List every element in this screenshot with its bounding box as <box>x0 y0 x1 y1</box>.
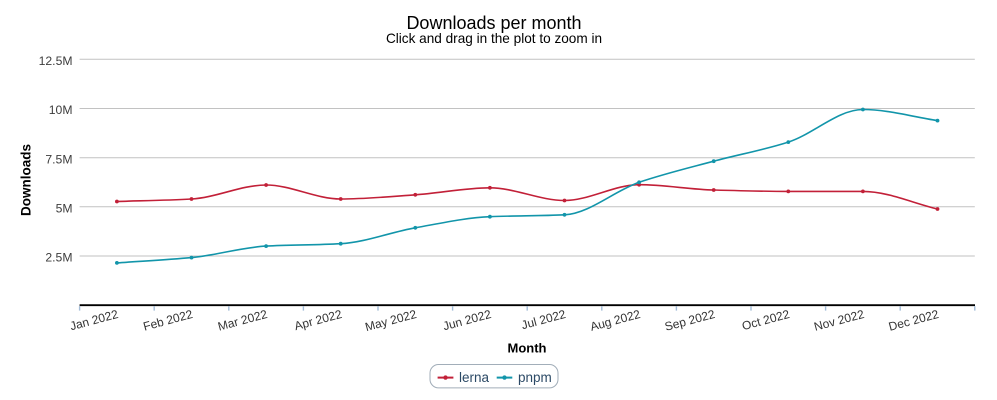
svg-text:Jul 2022: Jul 2022 <box>520 307 568 332</box>
svg-text:Aug 2022: Aug 2022 <box>589 307 643 334</box>
svg-text:pnpm: pnpm <box>518 370 552 385</box>
svg-text:2.5M: 2.5M <box>45 251 72 265</box>
svg-text:Jun 2022: Jun 2022 <box>441 307 493 333</box>
svg-text:Month: Month <box>508 341 547 356</box>
svg-text:Dec 2022: Dec 2022 <box>887 307 941 334</box>
svg-text:Oct 2022: Oct 2022 <box>740 307 791 333</box>
svg-text:lerna: lerna <box>459 370 490 385</box>
svg-text:12.5M: 12.5M <box>39 54 73 68</box>
svg-text:10M: 10M <box>49 103 73 117</box>
svg-text:Jan 2022: Jan 2022 <box>68 307 120 333</box>
svg-text:Apr 2022: Apr 2022 <box>293 307 344 333</box>
svg-text:Mar 2022: Mar 2022 <box>216 307 269 334</box>
svg-text:5M: 5M <box>56 202 73 216</box>
svg-text:Downloads per month: Downloads per month <box>406 13 581 33</box>
svg-text:Downloads: Downloads <box>19 144 34 216</box>
svg-text:Click and drag in the plot to: Click and drag in the plot to zoom in <box>386 31 602 46</box>
svg-text:7.5M: 7.5M <box>45 152 72 166</box>
svg-text:Feb 2022: Feb 2022 <box>142 307 195 334</box>
svg-text:Nov 2022: Nov 2022 <box>812 307 866 334</box>
svg-text:Sep 2022: Sep 2022 <box>663 307 717 334</box>
svg-text:May 2022: May 2022 <box>364 307 419 334</box>
